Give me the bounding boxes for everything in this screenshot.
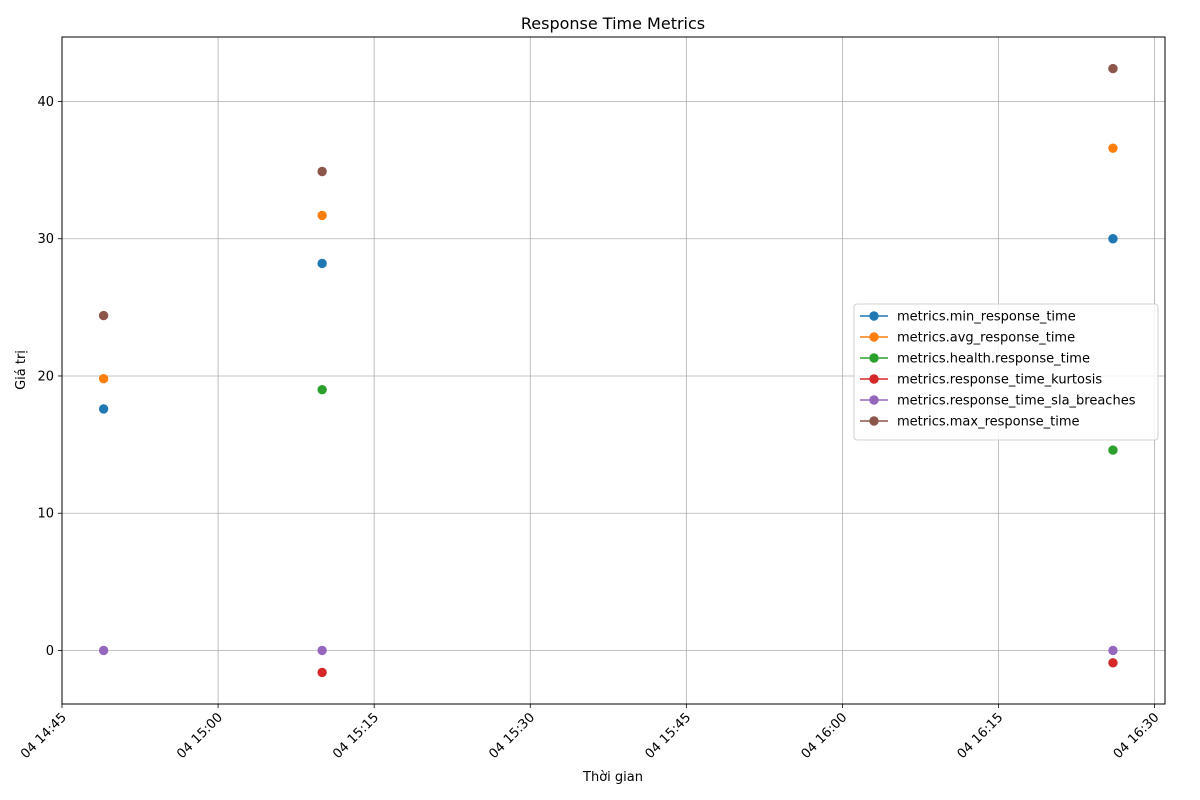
legend-label: metrics.response_time_kurtosis [897, 373, 1102, 388]
data-point [317, 645, 327, 656]
legend: metrics.min_response_time metrics.avg_res… [853, 303, 1159, 441]
data-point [1108, 658, 1118, 668]
data-point [317, 385, 327, 395]
data-point [1108, 445, 1118, 455]
series-0 [98, 234, 1118, 414]
series-markers [98, 63, 1118, 678]
series-4 [98, 645, 1118, 656]
series-1 [98, 143, 1118, 384]
data-point [317, 210, 327, 221]
legend-marker [869, 332, 879, 342]
legend-item: metrics.health.response_time [860, 352, 1090, 367]
y-axis-label: Giá trị [14, 350, 29, 390]
series-2 [317, 385, 1118, 455]
data-point [98, 374, 109, 384]
grid-lines [61, 37, 1165, 704]
series-5 [98, 63, 1118, 321]
x-axis-label: Thời gian [582, 770, 643, 785]
legend-marker [869, 374, 879, 384]
legend-item: metrics.max_response_time [860, 415, 1080, 430]
data-point [317, 166, 327, 177]
data-point [1108, 63, 1118, 74]
data-point [1108, 234, 1118, 244]
data-point [98, 645, 109, 656]
legend-label: metrics.max_response_time [897, 415, 1080, 430]
legend-item: metrics.avg_response_time [860, 331, 1075, 346]
y-tick-label: 30 [37, 232, 54, 247]
y-tick-label: 10 [37, 507, 54, 522]
legend-item: metrics.response_time_kurtosis [860, 373, 1102, 388]
y-tick-label: 20 [37, 369, 54, 384]
legend-marker [869, 311, 879, 321]
legend-label: metrics.health.response_time [897, 352, 1090, 367]
y-tick-label: 0 [46, 644, 54, 659]
legend-box [853, 303, 1159, 441]
legend-label: metrics.avg_response_time [897, 331, 1075, 346]
data-point [317, 258, 327, 269]
y-tick-label: 40 [37, 95, 54, 110]
plot-area-frame [61, 36, 1166, 705]
legend-item: metrics.response_time_sla_breaches [860, 394, 1136, 409]
chart-title: Response Time Metrics [521, 14, 705, 33]
data-point [98, 310, 109, 321]
legend-marker [869, 416, 879, 426]
legend-marker [869, 353, 879, 363]
legend-item: metrics.min_response_time [860, 310, 1076, 325]
data-point [1108, 143, 1118, 153]
series-3 [317, 658, 1118, 678]
legend-label: metrics.response_time_sla_breaches [897, 394, 1136, 409]
legend-marker [869, 395, 879, 405]
data-point [1108, 645, 1118, 656]
data-point [317, 667, 327, 678]
data-point [98, 404, 109, 414]
legend-label: metrics.min_response_time [897, 310, 1076, 325]
